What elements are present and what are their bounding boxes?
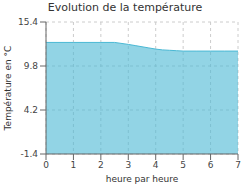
svg-text:6: 6 — [208, 160, 214, 170]
svg-text:5: 5 — [180, 160, 186, 170]
svg-text:15.4: 15.4 — [18, 17, 38, 27]
svg-text:3: 3 — [125, 160, 131, 170]
svg-text:7: 7 — [235, 160, 241, 170]
svg-text:heure par heure: heure par heure — [106, 174, 179, 184]
svg-text:0: 0 — [43, 160, 49, 170]
svg-text:2: 2 — [98, 160, 104, 170]
svg-text:4.2: 4.2 — [24, 105, 38, 115]
svg-text:4: 4 — [153, 160, 159, 170]
html-text:Evolution de la température: Evolution de la température — [47, 1, 203, 14]
svg-text:-1.4: -1.4 — [20, 149, 38, 159]
svg-text:Température en °C: Température en °C — [8, 46, 13, 132]
svg-text:1: 1 — [71, 160, 77, 170]
svg-text:9.8: 9.8 — [24, 61, 39, 71]
